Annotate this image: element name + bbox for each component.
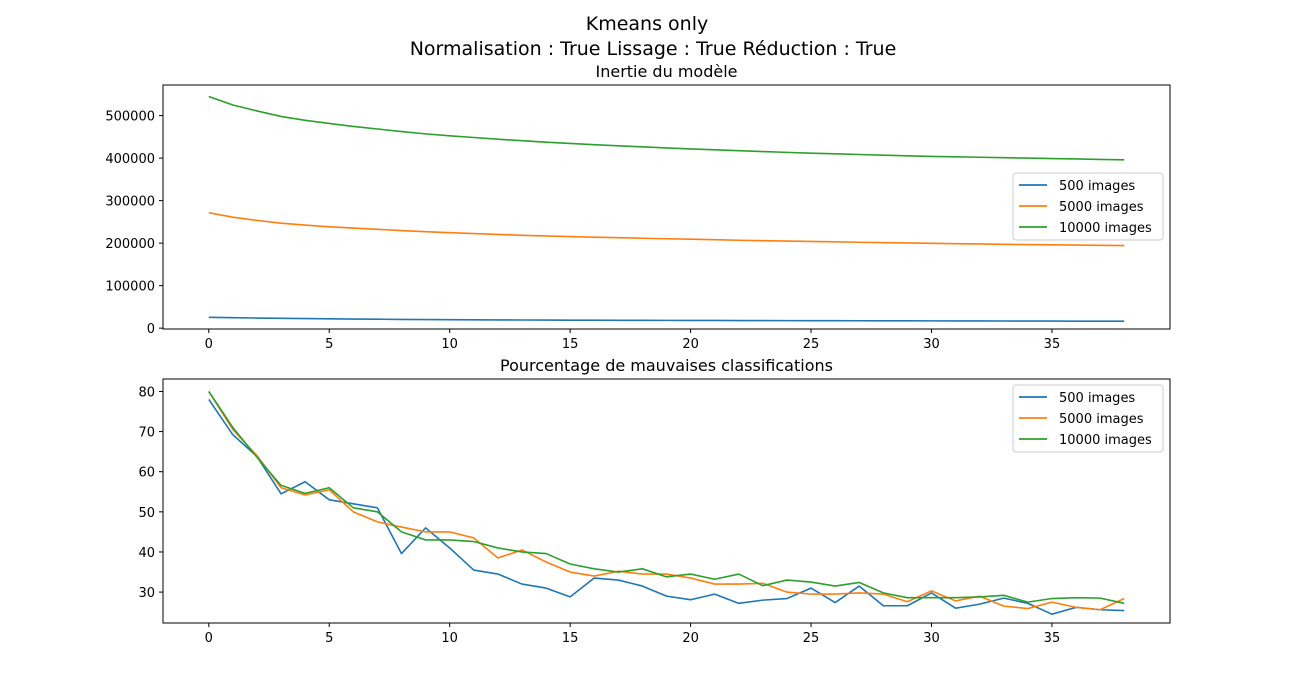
y-tick-label: 200000: [105, 237, 155, 252]
legend-label: 10000 images: [1059, 433, 1152, 448]
series-line-5000-images: [208, 211, 1125, 247]
x-tick-label: 25: [803, 631, 820, 646]
x-tick-label: 20: [682, 631, 699, 646]
y-tick-label: 100000: [105, 280, 155, 295]
y-tick-label: 40: [138, 546, 155, 561]
legend-box: [1012, 384, 1164, 453]
y-tick-label: 70: [138, 426, 155, 441]
inertia-chart: Inertie du modèle 0 5 10 15 20 25 30 35 0 100000 20…: [105, 62, 1171, 352]
plot-frame: [162, 84, 1171, 330]
misclassification-chart: Pourcentage de mauvaises classifications…: [138, 356, 1171, 646]
y-tick-label: 500000: [105, 110, 155, 125]
x-tick-label: 30: [923, 337, 940, 352]
x-tick-label: 30: [923, 631, 940, 646]
legend-box: [1012, 172, 1164, 241]
chart-title: Inertie du modèle: [596, 62, 738, 81]
x-tick-label: 25: [803, 337, 820, 352]
y-tick-label: 80: [138, 385, 155, 400]
series-line-10000-images: [208, 390, 1125, 605]
legend-label: 500 images: [1059, 179, 1135, 194]
x-tick-label: 0: [205, 337, 213, 352]
legend-label: 5000 images: [1059, 200, 1144, 215]
legend-label: 500 images: [1059, 391, 1135, 406]
x-tick-label: 35: [1044, 631, 1061, 646]
x-tick-label: 5: [325, 337, 333, 352]
x-tick-label: 35: [1044, 337, 1061, 352]
x-tick-label: 5: [325, 631, 333, 646]
series-line-500-images: [208, 316, 1125, 323]
y-tick-label: 30: [138, 586, 155, 601]
x-tick-label: 0: [205, 631, 213, 646]
y-tick-label: 400000: [105, 152, 155, 167]
figure-title-line1: Kmeans only: [586, 13, 708, 35]
plot-frame: [162, 378, 1171, 624]
legend-label: 10000 images: [1059, 221, 1152, 236]
x-tick-label: 20: [682, 337, 699, 352]
series-line-10000-images: [208, 95, 1125, 161]
x-tick-label: 10: [441, 337, 458, 352]
x-tick-label: 15: [562, 337, 579, 352]
chart-title: Pourcentage de mauvaises classifications: [500, 356, 833, 375]
x-tick-label: 15: [562, 631, 579, 646]
series-line-500-images: [208, 399, 1125, 615]
figure-title-line2: Normalisation : True Lissage : True Rédu…: [410, 38, 897, 60]
y-tick-label: 0: [147, 322, 155, 337]
legend-label: 5000 images: [1059, 412, 1144, 427]
y-tick-label: 300000: [105, 195, 155, 210]
y-tick-label: 60: [138, 466, 155, 481]
x-tick-label: 10: [441, 631, 458, 646]
y-tick-label: 50: [138, 506, 155, 521]
